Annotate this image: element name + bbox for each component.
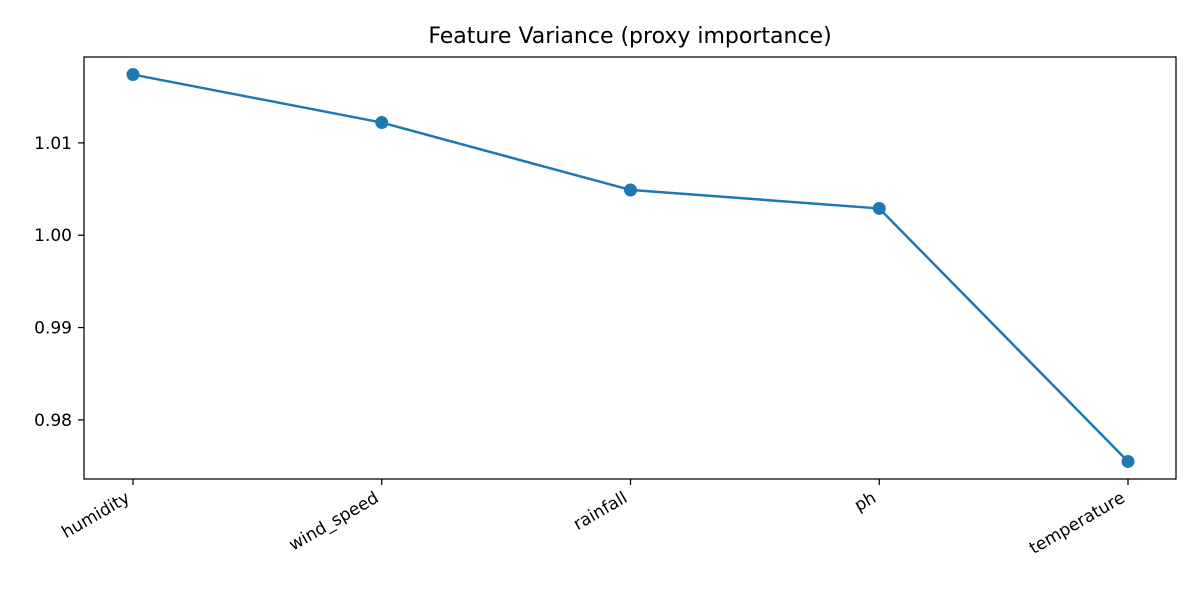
- data-point-wind_speed: [375, 116, 389, 130]
- plot-frame: [83, 56, 1177, 480]
- x-tick-label: wind_speed: [286, 488, 383, 555]
- x-axis: humidity wind_speed rainfall ph temperature: [58, 479, 1129, 559]
- series-layer: [126, 68, 1135, 468]
- x-tick-label: ph: [851, 488, 880, 516]
- data-point-ph: [872, 201, 886, 215]
- chart-title: Feature Variance (proxy importance): [428, 24, 831, 49]
- x-tick-label: humidity: [58, 488, 133, 543]
- series-line: [131, 73, 1130, 463]
- data-point-humidity: [126, 68, 140, 82]
- y-tick-label: 1.01: [34, 134, 72, 154]
- data-point-rainfall: [624, 183, 637, 197]
- y-axis: 0.98 0.99 1.00 1.01: [34, 134, 84, 431]
- x-tick-label: temperature: [1026, 488, 1129, 559]
- data-point-temperature: [1121, 454, 1135, 468]
- y-tick-label: 0.99: [34, 319, 72, 339]
- y-tick-label: 1.00: [34, 226, 72, 246]
- x-tick-label: rainfall: [570, 488, 631, 535]
- y-tick-label: 0.98: [34, 411, 72, 431]
